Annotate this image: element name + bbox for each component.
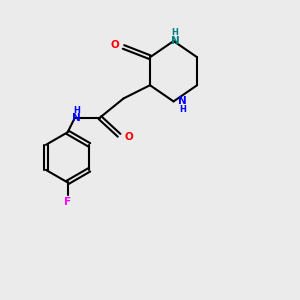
Text: N: N [171, 36, 179, 46]
Text: H: H [179, 105, 186, 114]
Text: F: F [64, 197, 71, 207]
Text: H: H [172, 28, 178, 37]
Text: O: O [110, 40, 119, 50]
Text: N: N [72, 112, 81, 123]
Text: N: N [178, 96, 187, 106]
Text: O: O [124, 132, 133, 142]
Text: H: H [73, 106, 80, 115]
